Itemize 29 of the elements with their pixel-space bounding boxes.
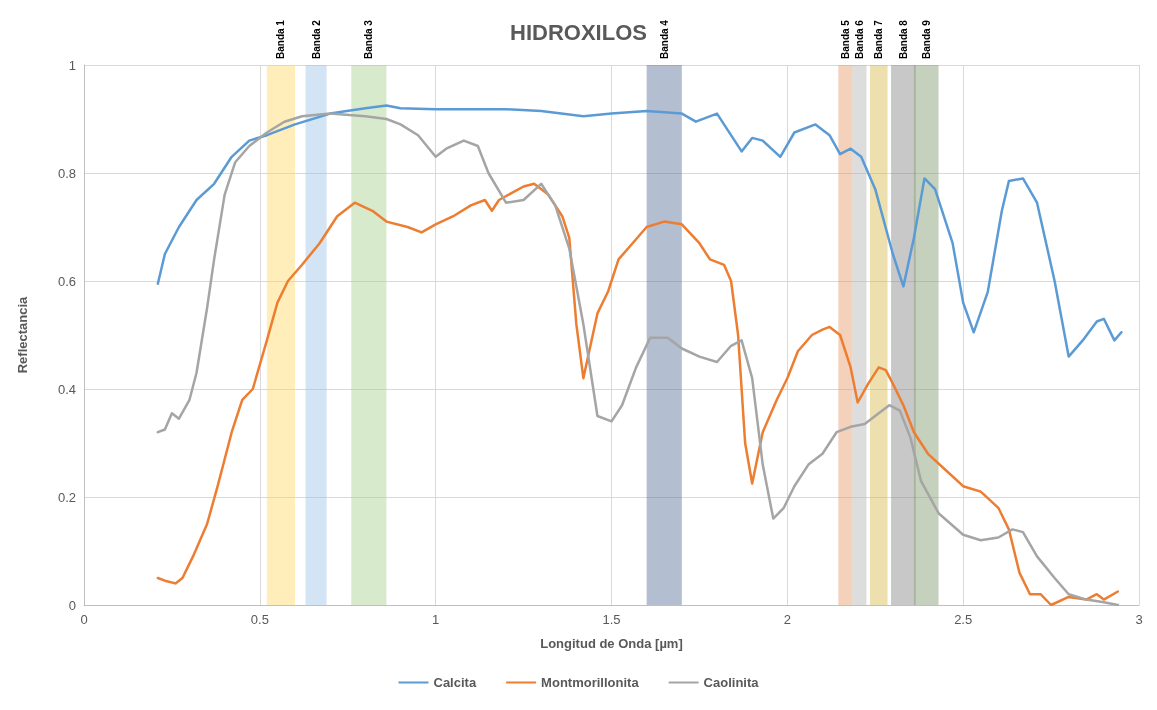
x-tick-label: 0 bbox=[80, 612, 88, 627]
x-tick-label: 2 bbox=[783, 612, 791, 627]
legend-label: Montmorillonita bbox=[541, 675, 640, 690]
band-label: Banda 5 bbox=[839, 19, 851, 59]
y-tick-label: 0.4 bbox=[57, 381, 76, 397]
band-label: Banda 1 bbox=[275, 19, 287, 59]
y-axis-title: Reflectancia bbox=[15, 295, 30, 374]
band-label: Banda 2 bbox=[310, 19, 322, 59]
x-tick-label: 3 bbox=[1135, 612, 1143, 627]
y-tick-label: 0.6 bbox=[57, 273, 76, 289]
band-label: Banda 6 bbox=[853, 19, 865, 59]
band-label: Banda 4 bbox=[658, 19, 670, 59]
band-label: Banda 3 bbox=[363, 19, 375, 59]
band-label: Banda 9 bbox=[920, 19, 932, 59]
legend-label: Calcita bbox=[433, 675, 477, 690]
band-label: Banda 7 bbox=[873, 19, 885, 59]
legend-label: Caolinita bbox=[703, 675, 760, 690]
band-label: Banda 8 bbox=[897, 19, 909, 59]
y-tick-label: 1 bbox=[68, 57, 76, 73]
chart-title: HIDROXILOS bbox=[510, 19, 647, 45]
y-tick-label: 0.2 bbox=[57, 489, 76, 505]
x-tick-label: 2.5 bbox=[954, 612, 973, 627]
x-tick-label: 1 bbox=[432, 612, 440, 627]
x-tick-label: 0.5 bbox=[250, 612, 269, 627]
x-tick-label: 1.5 bbox=[602, 612, 621, 627]
x-axis-title: Longitud de Onda [µm] bbox=[540, 636, 683, 651]
y-tick-label: 0 bbox=[68, 597, 76, 613]
y-tick-label: 0.8 bbox=[57, 165, 76, 181]
line-series bbox=[156, 104, 1123, 358]
